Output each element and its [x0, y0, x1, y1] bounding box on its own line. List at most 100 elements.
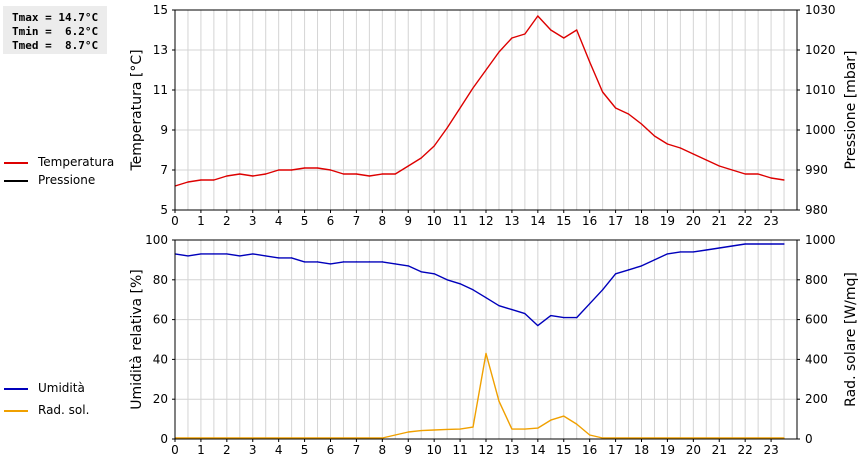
- data-point: [381, 437, 383, 439]
- x-tick-label: 6: [327, 443, 335, 457]
- data-point: [407, 265, 409, 267]
- data-point: [614, 273, 617, 275]
- x-tick-label: 17: [608, 214, 623, 228]
- data-point: [602, 91, 604, 93]
- x-tick-label: 12: [478, 443, 493, 457]
- data-point: [524, 313, 526, 315]
- data-point: [368, 175, 370, 177]
- data-point: [303, 167, 306, 169]
- data-point: [368, 437, 370, 439]
- data-point: [303, 261, 306, 263]
- data-point: [679, 437, 681, 439]
- data-point: [614, 437, 617, 439]
- x-tick-label: 11: [452, 443, 467, 457]
- data-point: [278, 169, 280, 171]
- data-point: [627, 437, 630, 439]
- data-point: [252, 175, 254, 177]
- legend-item-radiation: Rad. sol.: [4, 403, 89, 417]
- data-point: [316, 261, 319, 263]
- data-point: [433, 145, 435, 147]
- data-point: [291, 169, 293, 171]
- data-point: [355, 173, 358, 175]
- x-tick-label: 16: [582, 443, 597, 457]
- x-tick-label: 19: [660, 443, 675, 457]
- data-point: [640, 437, 643, 439]
- data-point: [420, 271, 422, 273]
- y-left-tick-label: 40: [153, 352, 168, 366]
- data-point: [640, 123, 643, 125]
- data-point: [718, 247, 720, 249]
- data-point: [278, 257, 280, 259]
- data-point: [407, 431, 409, 433]
- data-point: [420, 157, 422, 159]
- legend-item-temperature: Temperatura: [4, 155, 114, 169]
- data-point: [627, 113, 630, 115]
- y-left-tick-label: 5: [160, 203, 168, 217]
- data-point: [265, 255, 267, 257]
- data-point: [394, 173, 396, 175]
- data-point: [187, 255, 189, 257]
- data-point: [316, 437, 319, 439]
- data-point: [265, 173, 267, 175]
- data-point: [563, 415, 565, 417]
- data-point: [200, 437, 202, 439]
- x-tick-label: 20: [686, 214, 701, 228]
- y-right-tick-label: 980: [805, 203, 828, 217]
- data-point: [459, 428, 461, 430]
- series-line-0: [174, 243, 784, 327]
- x-tick-label: 13: [504, 214, 519, 228]
- y-left-tick-label: 13: [153, 43, 168, 57]
- x-tick-label: 22: [738, 214, 753, 228]
- x-tick-label: 7: [353, 214, 361, 228]
- data-point: [718, 437, 720, 439]
- x-tick-label: 18: [634, 214, 649, 228]
- y-left-tick-label: 100: [145, 233, 168, 247]
- x-tick-label: 20: [686, 443, 701, 457]
- legend-label-humidity: Umidità: [38, 381, 85, 395]
- data-point: [666, 437, 669, 439]
- y-left-tick-label: 20: [153, 392, 168, 406]
- data-point: [329, 437, 332, 439]
- y-right-axis-title: Rad. solare [W/mq]: [843, 272, 859, 407]
- x-tick-label: 12: [478, 214, 493, 228]
- legend-label-pressure: Pressione: [38, 173, 96, 187]
- series-line-1: [175, 352, 784, 439]
- data-point: [731, 169, 733, 171]
- data-point: [511, 309, 513, 311]
- data-point: [731, 245, 733, 247]
- x-tick-label: 19: [660, 214, 675, 228]
- data-point: [342, 261, 345, 263]
- data-point: [498, 51, 500, 53]
- data-point: [239, 255, 241, 257]
- data-point: [783, 437, 785, 439]
- data-point: [705, 249, 707, 251]
- y-left-tick-label: 11: [153, 83, 168, 97]
- stats-box: Tmax = 14.7°C Tmin = 6.2°C Tmed = 8.7°C: [3, 6, 107, 54]
- y-right-tick-label: 990: [805, 163, 828, 177]
- y-right-tick-label: 1000: [805, 233, 836, 247]
- data-point: [744, 173, 746, 175]
- data-point: [537, 324, 539, 327]
- x-tick-label: 22: [738, 443, 753, 457]
- data-point: [200, 253, 202, 255]
- chart-bottom: 0 1 2 3 4 5 6 7 8 9 10 11 12 13 14 15 16 17 18 19 20 21 22 2302…: [129, 233, 859, 457]
- x-tick-label: 14: [530, 214, 545, 228]
- data-point: [472, 426, 474, 428]
- data-point: [653, 135, 656, 137]
- data-point: [524, 428, 526, 430]
- x-tick-label: 7: [353, 443, 361, 457]
- data-point: [679, 251, 681, 253]
- data-point: [666, 253, 669, 255]
- data-point: [291, 437, 293, 439]
- data-point: [433, 429, 435, 431]
- y-right-tick-label: 600: [805, 313, 828, 327]
- x-tick-label: 1: [197, 443, 205, 457]
- y-right-tick-label: 1020: [805, 43, 836, 57]
- data-point: [537, 427, 539, 429]
- data-point: [653, 259, 656, 261]
- x-tick-label: 21: [712, 214, 727, 228]
- data-point: [226, 253, 228, 255]
- data-point: [213, 437, 215, 439]
- data-point: [498, 305, 500, 307]
